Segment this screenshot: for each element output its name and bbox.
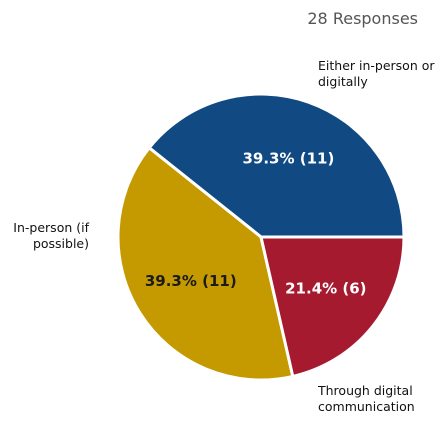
pie-slices	[116, 92, 406, 382]
chart-title: 28 Responses	[307, 9, 418, 28]
slice-value-label-2: 21.4% (6)	[285, 280, 366, 298]
pie-slice-1	[116, 146, 295, 382]
pie-category-labels: Either in-person or digitally Through digi…	[13, 58, 435, 414]
slice-category-label-2: In-person (if possible)	[13, 220, 89, 251]
pie-slice-2	[259, 235, 406, 378]
slice-value-label-0: 39.3% (11)	[242, 150, 334, 168]
slice-category-label-0: Either in-person or digitally	[318, 58, 435, 89]
slice-value-label-1: 39.3% (11)	[145, 272, 237, 290]
slice-category-label-1: Through digital communication	[317, 383, 415, 414]
pie-slice-0	[147, 92, 406, 239]
pie-value-labels: 39.3% (11) 39.3% (11) 21.4% (6)	[145, 150, 367, 298]
